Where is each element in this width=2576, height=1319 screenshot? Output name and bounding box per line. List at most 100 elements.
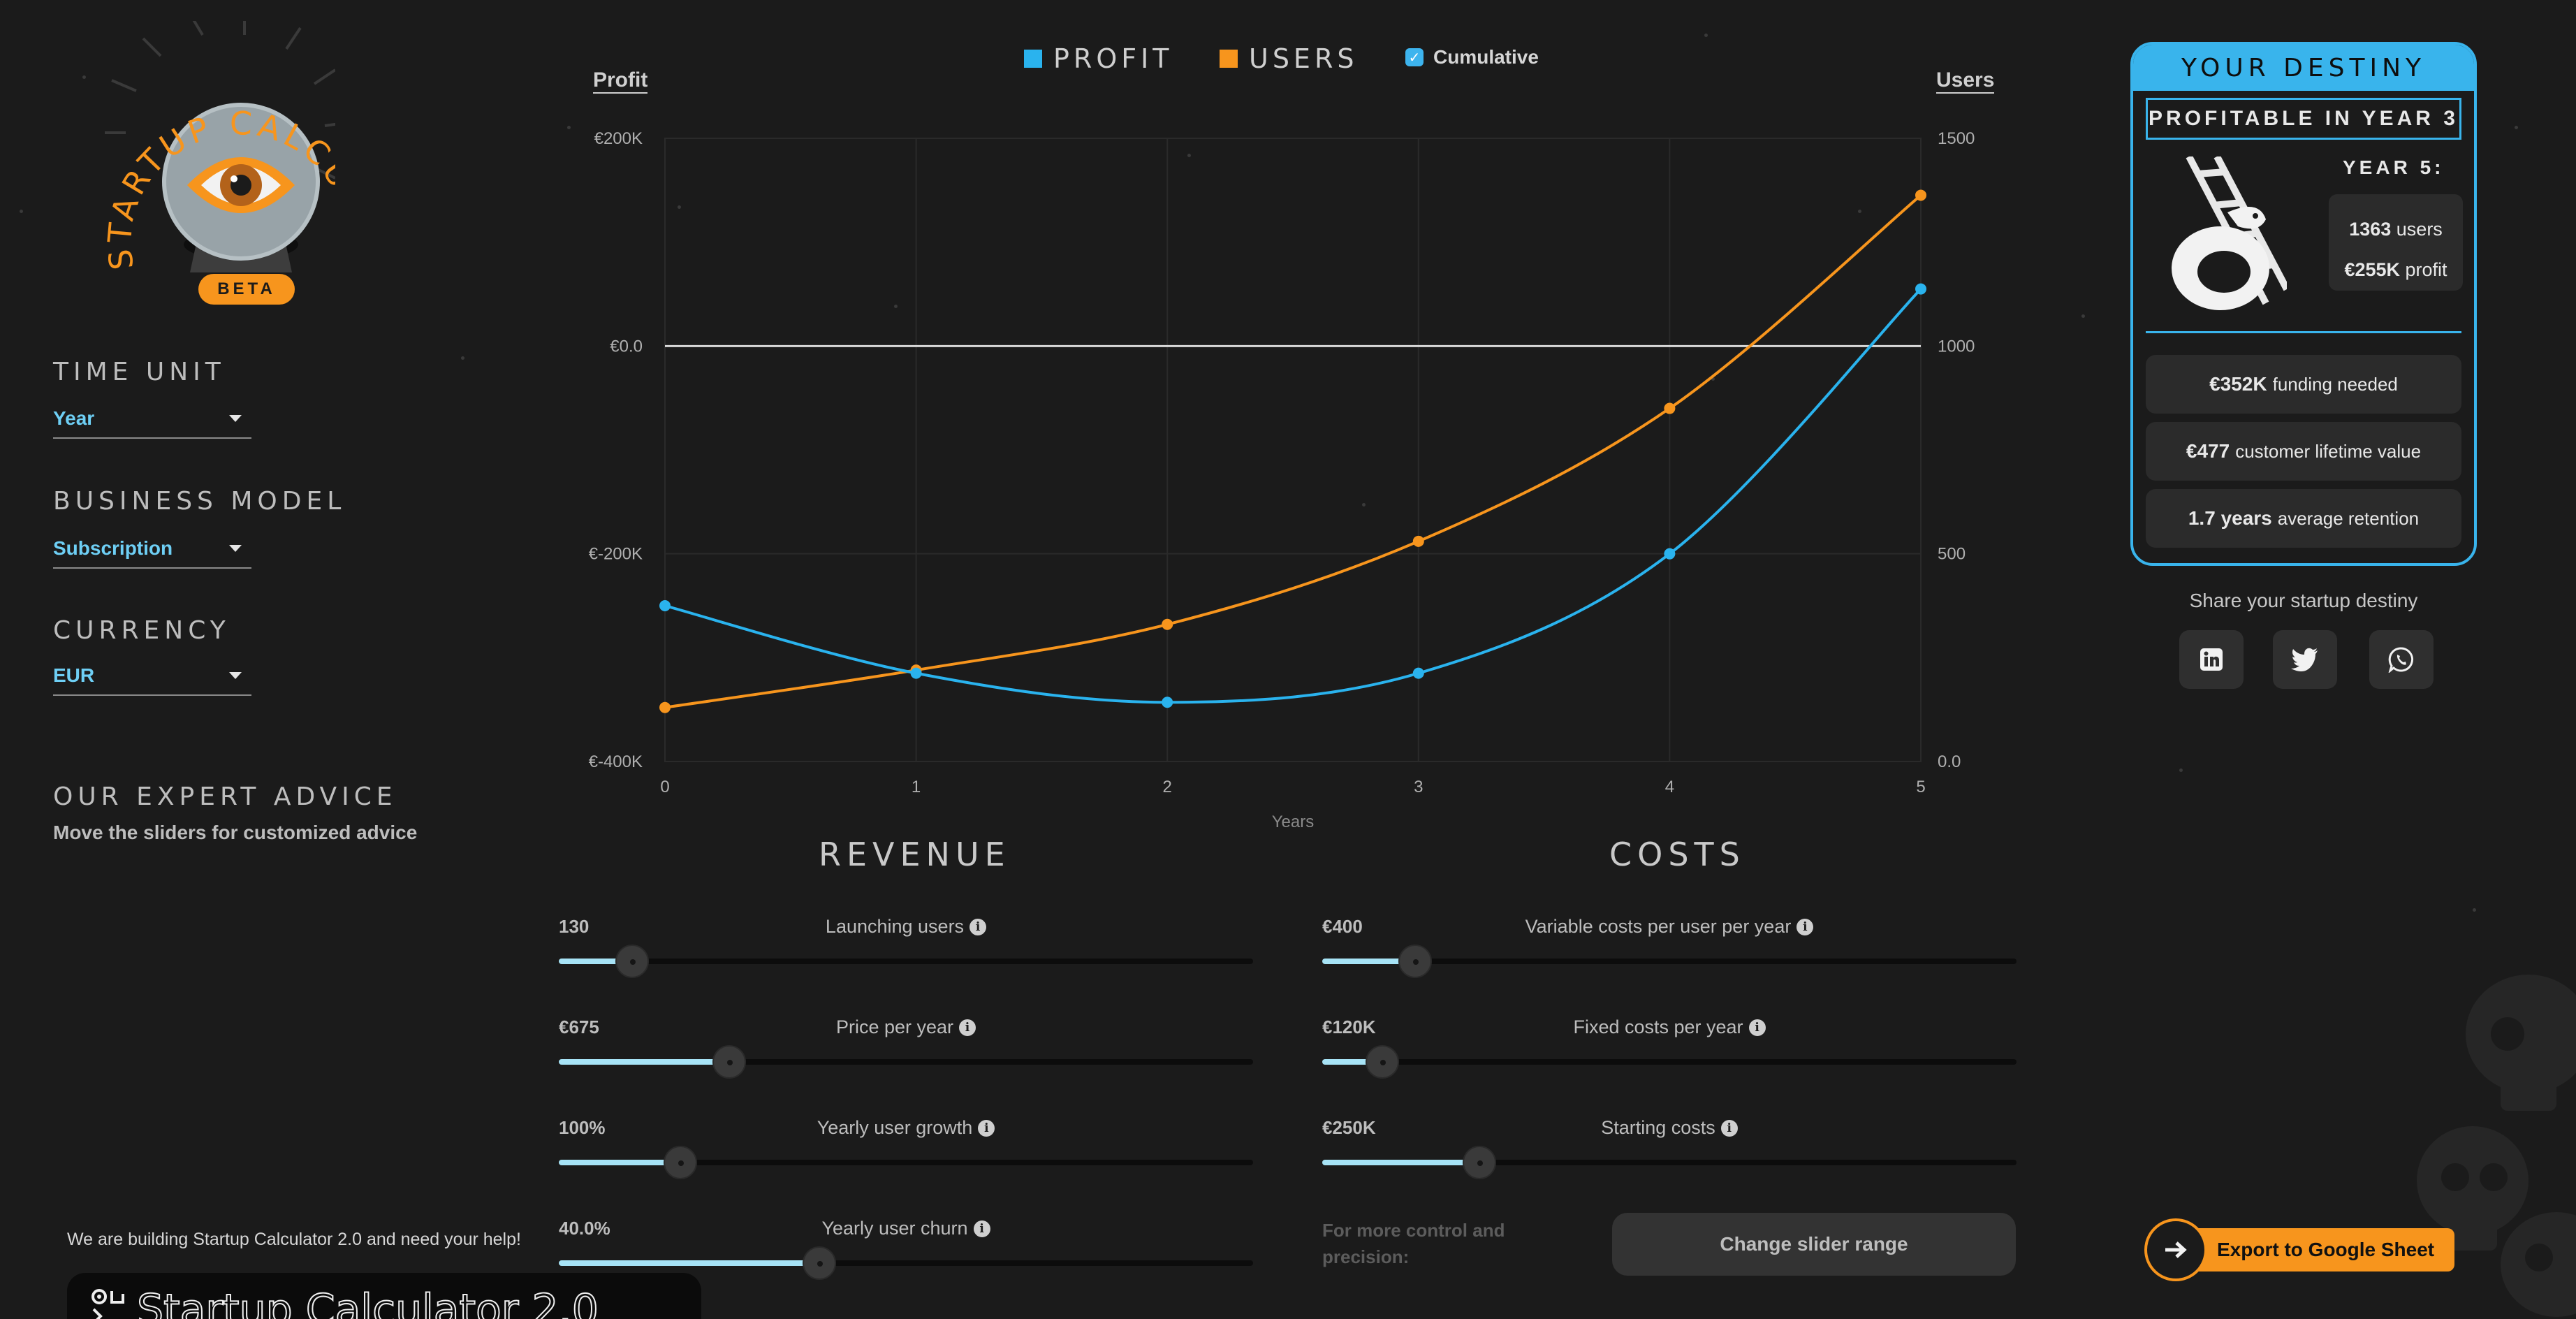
- promo-banner[interactable]: Startup Calculator 2.0: [67, 1273, 701, 1319]
- slider-thumb[interactable]: [615, 945, 650, 978]
- info-icon[interactable]: i: [969, 918, 987, 935]
- info-icon[interactable]: i: [1796, 918, 1814, 935]
- right-tick-label: 500: [1938, 545, 1966, 564]
- data-point-profit: [910, 667, 922, 679]
- linkedin-icon: [2200, 648, 2223, 671]
- profitable-year: PROFITABLE IN YEAR 3: [2146, 98, 2461, 140]
- check-icon: ✓: [1405, 48, 1424, 66]
- right-axis-title: Users: [1936, 68, 1995, 94]
- cumulative-label: Cumulative: [1433, 46, 1539, 68]
- data-point-profit: [1162, 697, 1173, 708]
- destiny-card: YOUR DESTINY PROFITABLE IN YEAR 3 YEAR 5…: [2130, 42, 2477, 566]
- time-unit-select[interactable]: Year: [53, 400, 251, 439]
- x-tick-label: 3: [1414, 778, 1423, 796]
- slider-thumb[interactable]: [1462, 1146, 1496, 1179]
- slider-thumb[interactable]: [802, 1246, 836, 1280]
- slider-fill: [1322, 1160, 1479, 1165]
- info-icon[interactable]: i: [1748, 1019, 1766, 1036]
- slider-fill: [559, 959, 633, 964]
- expert-advice-heading: OUR EXPERT ADVICE: [53, 782, 397, 811]
- beta-badge: BETA: [198, 274, 295, 305]
- business-model-select[interactable]: Subscription: [53, 530, 251, 569]
- kpi-ltv-value: €477: [2186, 440, 2230, 462]
- slider-fill: [559, 1260, 819, 1266]
- slider-label-row: Price per year i: [559, 1016, 1253, 1038]
- slider-value: 100%: [559, 1117, 606, 1138]
- legend-swatch-profit: [1024, 50, 1042, 68]
- beta-label: BETA: [217, 279, 276, 298]
- currency-select[interactable]: EUR: [53, 657, 251, 696]
- slider-label: Yearly user churn: [821, 1218, 968, 1239]
- business-model-value: Subscription: [53, 537, 173, 559]
- slider-thumb[interactable]: [663, 1146, 697, 1179]
- costs-title: COSTS: [1609, 836, 1746, 873]
- currency-heading: CURRENCY: [53, 616, 230, 645]
- data-point-profit: [1412, 667, 1424, 679]
- legend-profit[interactable]: PROFIT: [1024, 43, 1173, 74]
- slider-thumb[interactable]: [1366, 1045, 1400, 1079]
- crystal-ball-icon: STARTUP CALCULATOR: [90, 0, 374, 272]
- data-point-profit: [1664, 548, 1676, 560]
- slider-thumb[interactable]: [712, 1045, 746, 1079]
- help-text: We are building Startup Calculator 2.0 a…: [67, 1230, 521, 1249]
- qr-icon: [92, 1289, 124, 1319]
- slider-track[interactable]: [1322, 1045, 2017, 1079]
- kpi-retention-label: average retention: [2277, 507, 2420, 529]
- slider-track[interactable]: [559, 1045, 1253, 1079]
- legend-swatch-users: [1220, 50, 1238, 68]
- slider-track[interactable]: [559, 1246, 1253, 1280]
- slider-label: Launching users: [825, 916, 965, 937]
- export-google-sheet-button[interactable]: Export to Google Sheet: [2144, 1218, 2454, 1281]
- left-tick-label: €-200K: [589, 545, 643, 564]
- cumulative-checkbox[interactable]: ✓ Cumulative: [1405, 46, 1539, 68]
- snake-ladder-icon: [2172, 156, 2287, 310]
- chevron-down-icon: [229, 672, 242, 679]
- slider-value: 40.0%: [559, 1218, 610, 1239]
- slider-track[interactable]: [559, 1146, 1253, 1179]
- info-icon[interactable]: i: [978, 1119, 995, 1137]
- skull-decoration-icon: [2417, 975, 2576, 1317]
- info-icon[interactable]: i: [1720, 1119, 1738, 1137]
- kpi-retention-value: 1.7 years: [2188, 507, 2272, 529]
- destiny-header: YOUR DESTINY: [2133, 45, 2474, 91]
- left-tick-label: €200K: [594, 129, 643, 148]
- legend-label-users: USERS: [1249, 43, 1359, 74]
- change-slider-range-button[interactable]: Change slider range: [1612, 1213, 2016, 1276]
- x-tick-label: 2: [1163, 778, 1172, 796]
- slider-fill: [559, 1059, 729, 1065]
- x-tick-label: 5: [1916, 778, 1925, 796]
- data-point-profit: [659, 600, 671, 611]
- slider-label-row: Starting costs i: [1322, 1117, 2017, 1139]
- slider-label: Variable costs per user per year: [1525, 916, 1792, 937]
- slider-value: €400: [1322, 916, 1363, 937]
- kpi-funding-label: funding needed: [2272, 373, 2398, 395]
- card-divider: [2146, 331, 2461, 333]
- x-tick-label: 0: [660, 778, 669, 796]
- slider-track[interactable]: [1322, 945, 2017, 978]
- right-tick-label: 1500: [1938, 129, 1975, 148]
- slider-fill: [1322, 1059, 1383, 1065]
- slider-track[interactable]: [1322, 1146, 2017, 1179]
- more-control-text: For more control and precision:: [1322, 1220, 1505, 1267]
- slider-thumb[interactable]: [1398, 945, 1433, 978]
- chevron-down-icon: [229, 415, 242, 422]
- data-point-profit: [1915, 283, 1926, 295]
- time-unit-heading: TIME UNIT: [53, 358, 226, 386]
- legend-users[interactable]: USERS: [1220, 43, 1358, 74]
- data-point-users: [1412, 535, 1424, 547]
- year-users-value: 1363: [2349, 219, 2392, 240]
- promo-title: Startup Calculator 2.0: [136, 1285, 599, 1319]
- share-twitter-button[interactable]: [2273, 630, 2337, 689]
- slider-label: Starting costs: [1601, 1117, 1715, 1138]
- info-icon[interactable]: i: [959, 1019, 976, 1036]
- logo: STARTUP CALCULATOR BETA: [90, 0, 374, 314]
- slider-track[interactable]: [559, 945, 1253, 978]
- share-linkedin-button[interactable]: [2179, 630, 2244, 689]
- slider-fill: [559, 1160, 680, 1165]
- line-chart: €200K €0.0 €-200K €-400K 1500 1000 500 0.0 0 1 2 3 4…: [589, 129, 1975, 831]
- share-whatsapp-button[interactable]: [2369, 630, 2434, 689]
- arrow-right-icon: [2144, 1218, 2207, 1281]
- slider-label-row: Launching users i: [559, 916, 1253, 938]
- info-icon[interactable]: i: [973, 1220, 990, 1237]
- whatsapp-icon: [2388, 647, 2414, 673]
